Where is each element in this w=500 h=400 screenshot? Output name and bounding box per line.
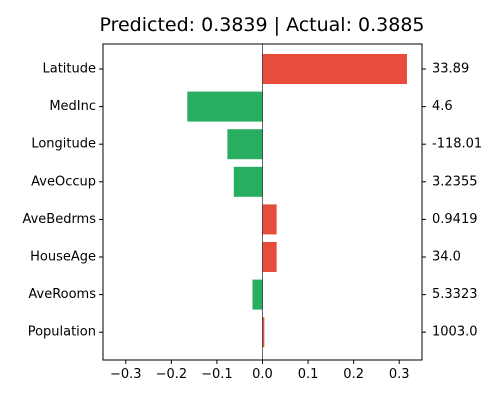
- feature-value-label: 34.0: [432, 250, 461, 265]
- y-tick-label: Longitude: [31, 137, 96, 152]
- chart-title: Predicted: 0.3839 | Actual: 0.3885: [99, 14, 424, 36]
- x-tick-label: 0.0: [252, 367, 273, 382]
- x-axis-ticks: −0.3 −0.2 −0.1 0.0 0.1 0.2 0.3: [110, 360, 410, 382]
- bar-medinc: [187, 91, 263, 122]
- feature-value-label: -118.01: [432, 137, 482, 152]
- bar-aveoccup: [233, 166, 263, 197]
- x-tick-label: 0.2: [343, 367, 364, 382]
- y-tick-label: AveBedrms: [22, 212, 96, 227]
- bar-houseage: [262, 242, 277, 272]
- feature-value-label: 5.3323: [432, 287, 478, 302]
- y-tick-label: Population: [28, 325, 96, 340]
- y-tick-label: HouseAge: [30, 250, 96, 265]
- feature-value-label: 3.2355: [432, 174, 478, 189]
- bar-longitude: [227, 129, 263, 160]
- bar-latitude: [262, 54, 407, 84]
- right-axis-ticks: 33.89 4.6 -118.01 3.2355 0.9419 34.0 5.3323 100…: [422, 62, 482, 340]
- x-tick-label: 0.3: [389, 367, 410, 382]
- bar-avebedrms: [262, 204, 277, 235]
- x-tick-label: −0.2: [156, 367, 188, 382]
- x-tick-label: −0.1: [201, 367, 233, 382]
- y-tick-label: Latitude: [42, 62, 96, 77]
- y-axis-ticks: Latitude MedInc Longitude AveOccup AveBedrms…: [22, 62, 103, 340]
- y-tick-label: AveRooms: [28, 287, 96, 302]
- feature-value-label: 1003.0: [432, 325, 478, 340]
- x-tick-label: −0.3: [110, 367, 142, 382]
- bar-population: [262, 317, 265, 348]
- feature-value-label: 4.6: [432, 99, 453, 114]
- x-tick-label: 0.1: [298, 367, 319, 382]
- feature-value-label: 33.89: [432, 62, 469, 77]
- bar-averooms: [252, 279, 263, 310]
- feature-value-label: 0.9419: [432, 212, 478, 227]
- bars-group: [187, 54, 407, 348]
- y-tick-label: AveOccup: [31, 174, 96, 189]
- y-tick-label: MedInc: [49, 99, 96, 114]
